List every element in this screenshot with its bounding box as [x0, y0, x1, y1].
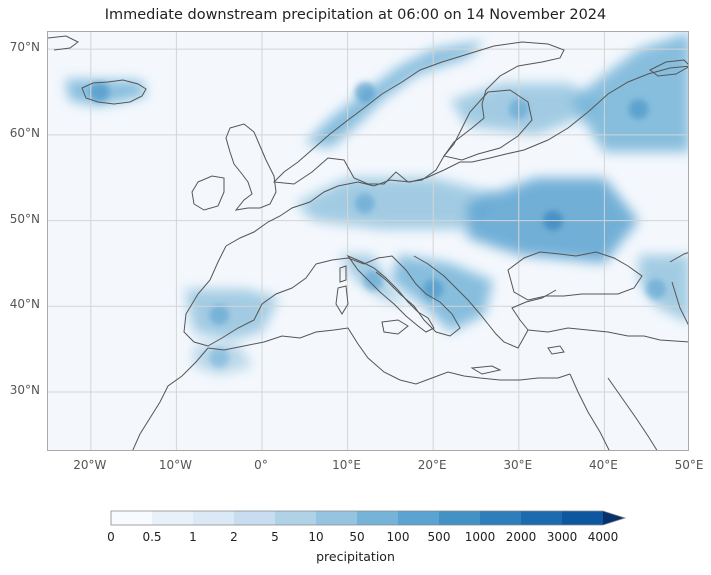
- coastline-black-sea: [507, 251, 643, 301]
- chart-title: Immediate downstream precipitation at 06…: [104, 7, 607, 23]
- lat-tick-label: 50°N: [9, 211, 40, 226]
- coastline-corsica: [339, 265, 347, 283]
- lon-tick-label: 30°E: [503, 458, 533, 472]
- precip-region-iberia: [185, 289, 280, 341]
- colorbar-cell: [398, 511, 440, 525]
- lat-tick-label: 40°N: [9, 297, 40, 312]
- coastline-sardinia: [335, 285, 349, 315]
- precip-core-morocco: [209, 347, 230, 368]
- precip-core-caucasus: [645, 279, 666, 300]
- coastline-novaya-zemlya: [649, 59, 688, 77]
- lon-tick-label: 50°E: [674, 458, 704, 472]
- precip-core-iberia: [209, 304, 230, 325]
- colorbar-tick-label: 0: [107, 530, 115, 544]
- colorbar-tick-label: 10: [308, 530, 324, 544]
- lat-tick-label: 60°N: [9, 125, 40, 140]
- colorbar-cell: [357, 511, 399, 525]
- colorbar-cell: [521, 511, 563, 525]
- colorbar-cell: [275, 511, 317, 525]
- lon-tick-label: 40°E: [588, 458, 618, 472]
- coastline-iberia: [183, 245, 317, 347]
- precip-core-germany-poland: [354, 193, 375, 214]
- colorbar-cell: [480, 511, 522, 525]
- colorbar-tick-label: 3000: [546, 530, 578, 544]
- colorbar-tick-label: 4000: [587, 530, 619, 544]
- coastline-iceland: [81, 79, 147, 105]
- coastline-sicily: [381, 319, 409, 335]
- colorbar-tick-label: 2: [230, 530, 238, 544]
- coastline-balkans: [413, 255, 557, 349]
- coastline-africa-west: [132, 347, 209, 450]
- coastline-cyprus: [547, 345, 565, 355]
- coastline-scandinavia: [272, 41, 565, 185]
- colorbar-cell: [152, 511, 194, 525]
- coastline-caspian: [669, 252, 688, 326]
- map-canvas: [48, 32, 688, 450]
- coastline-red-sea: [569, 373, 610, 450]
- precip-region-russia-east: [570, 32, 688, 152]
- precip-core-russia-east: [628, 99, 649, 120]
- colorbar-tick-label: 0.5: [142, 530, 162, 544]
- colorbar-cell: [111, 511, 153, 525]
- precip-core-scandinavia-coast: [354, 82, 375, 102]
- coastline-finland: [443, 89, 533, 161]
- lon-tick-label: 10°W: [158, 458, 192, 472]
- colorbar-tick-label: 100: [386, 530, 410, 544]
- colorbar-cell: [316, 511, 358, 525]
- precipitation-layer: [65, 32, 688, 375]
- coastline-continental-europe: [225, 65, 688, 247]
- colorbar-extend-arrow: [603, 511, 625, 525]
- colorbar-cell: [234, 511, 276, 525]
- precip-core-italy: [363, 270, 384, 291]
- coastline-arabia: [607, 377, 658, 450]
- colorbar-tick-label: 500: [427, 530, 451, 544]
- colorbar-tick-label: 5: [271, 530, 279, 544]
- colorbar-cell: [439, 511, 481, 525]
- lon-tick-label: 20°W: [73, 458, 107, 472]
- colorbar-cell: [562, 511, 604, 525]
- map-panel: [47, 31, 689, 451]
- gridlines: [48, 32, 688, 450]
- coastline-africa-north: [207, 327, 571, 385]
- colorbar-cell: [193, 511, 235, 525]
- lon-tick-label: 0°: [254, 458, 268, 472]
- coastline-ireland: [191, 175, 225, 211]
- precip-region-scandinavia-coast: [304, 40, 485, 148]
- colorbar-outline: [110, 510, 627, 526]
- colorbar: [110, 510, 627, 526]
- lon-tick-label: 10°E: [332, 458, 362, 472]
- lat-tick-label: 70°N: [9, 40, 40, 55]
- coastline-greenland-edge: [48, 35, 79, 51]
- coastline-great-britain: [225, 123, 277, 211]
- lat-tick-label: 30°N: [9, 383, 40, 397]
- coastline-crete: [470, 365, 502, 375]
- colorbar-tick-label: 50: [349, 530, 365, 544]
- colorbar-tick-label: 1000: [464, 530, 496, 544]
- coastline-mediterranean-north: [315, 255, 461, 337]
- coastline-italy: [346, 254, 435, 333]
- precip-core-iceland: [89, 82, 110, 102]
- lon-tick-label: 20°E: [417, 458, 447, 472]
- colorbar-tick-label: 2000: [505, 530, 537, 544]
- coastlines: [48, 35, 688, 450]
- colorbar-title: precipitation: [316, 549, 395, 564]
- coastline-turkey-levant: [527, 327, 688, 343]
- colorbar-tick-label: 1: [189, 530, 197, 544]
